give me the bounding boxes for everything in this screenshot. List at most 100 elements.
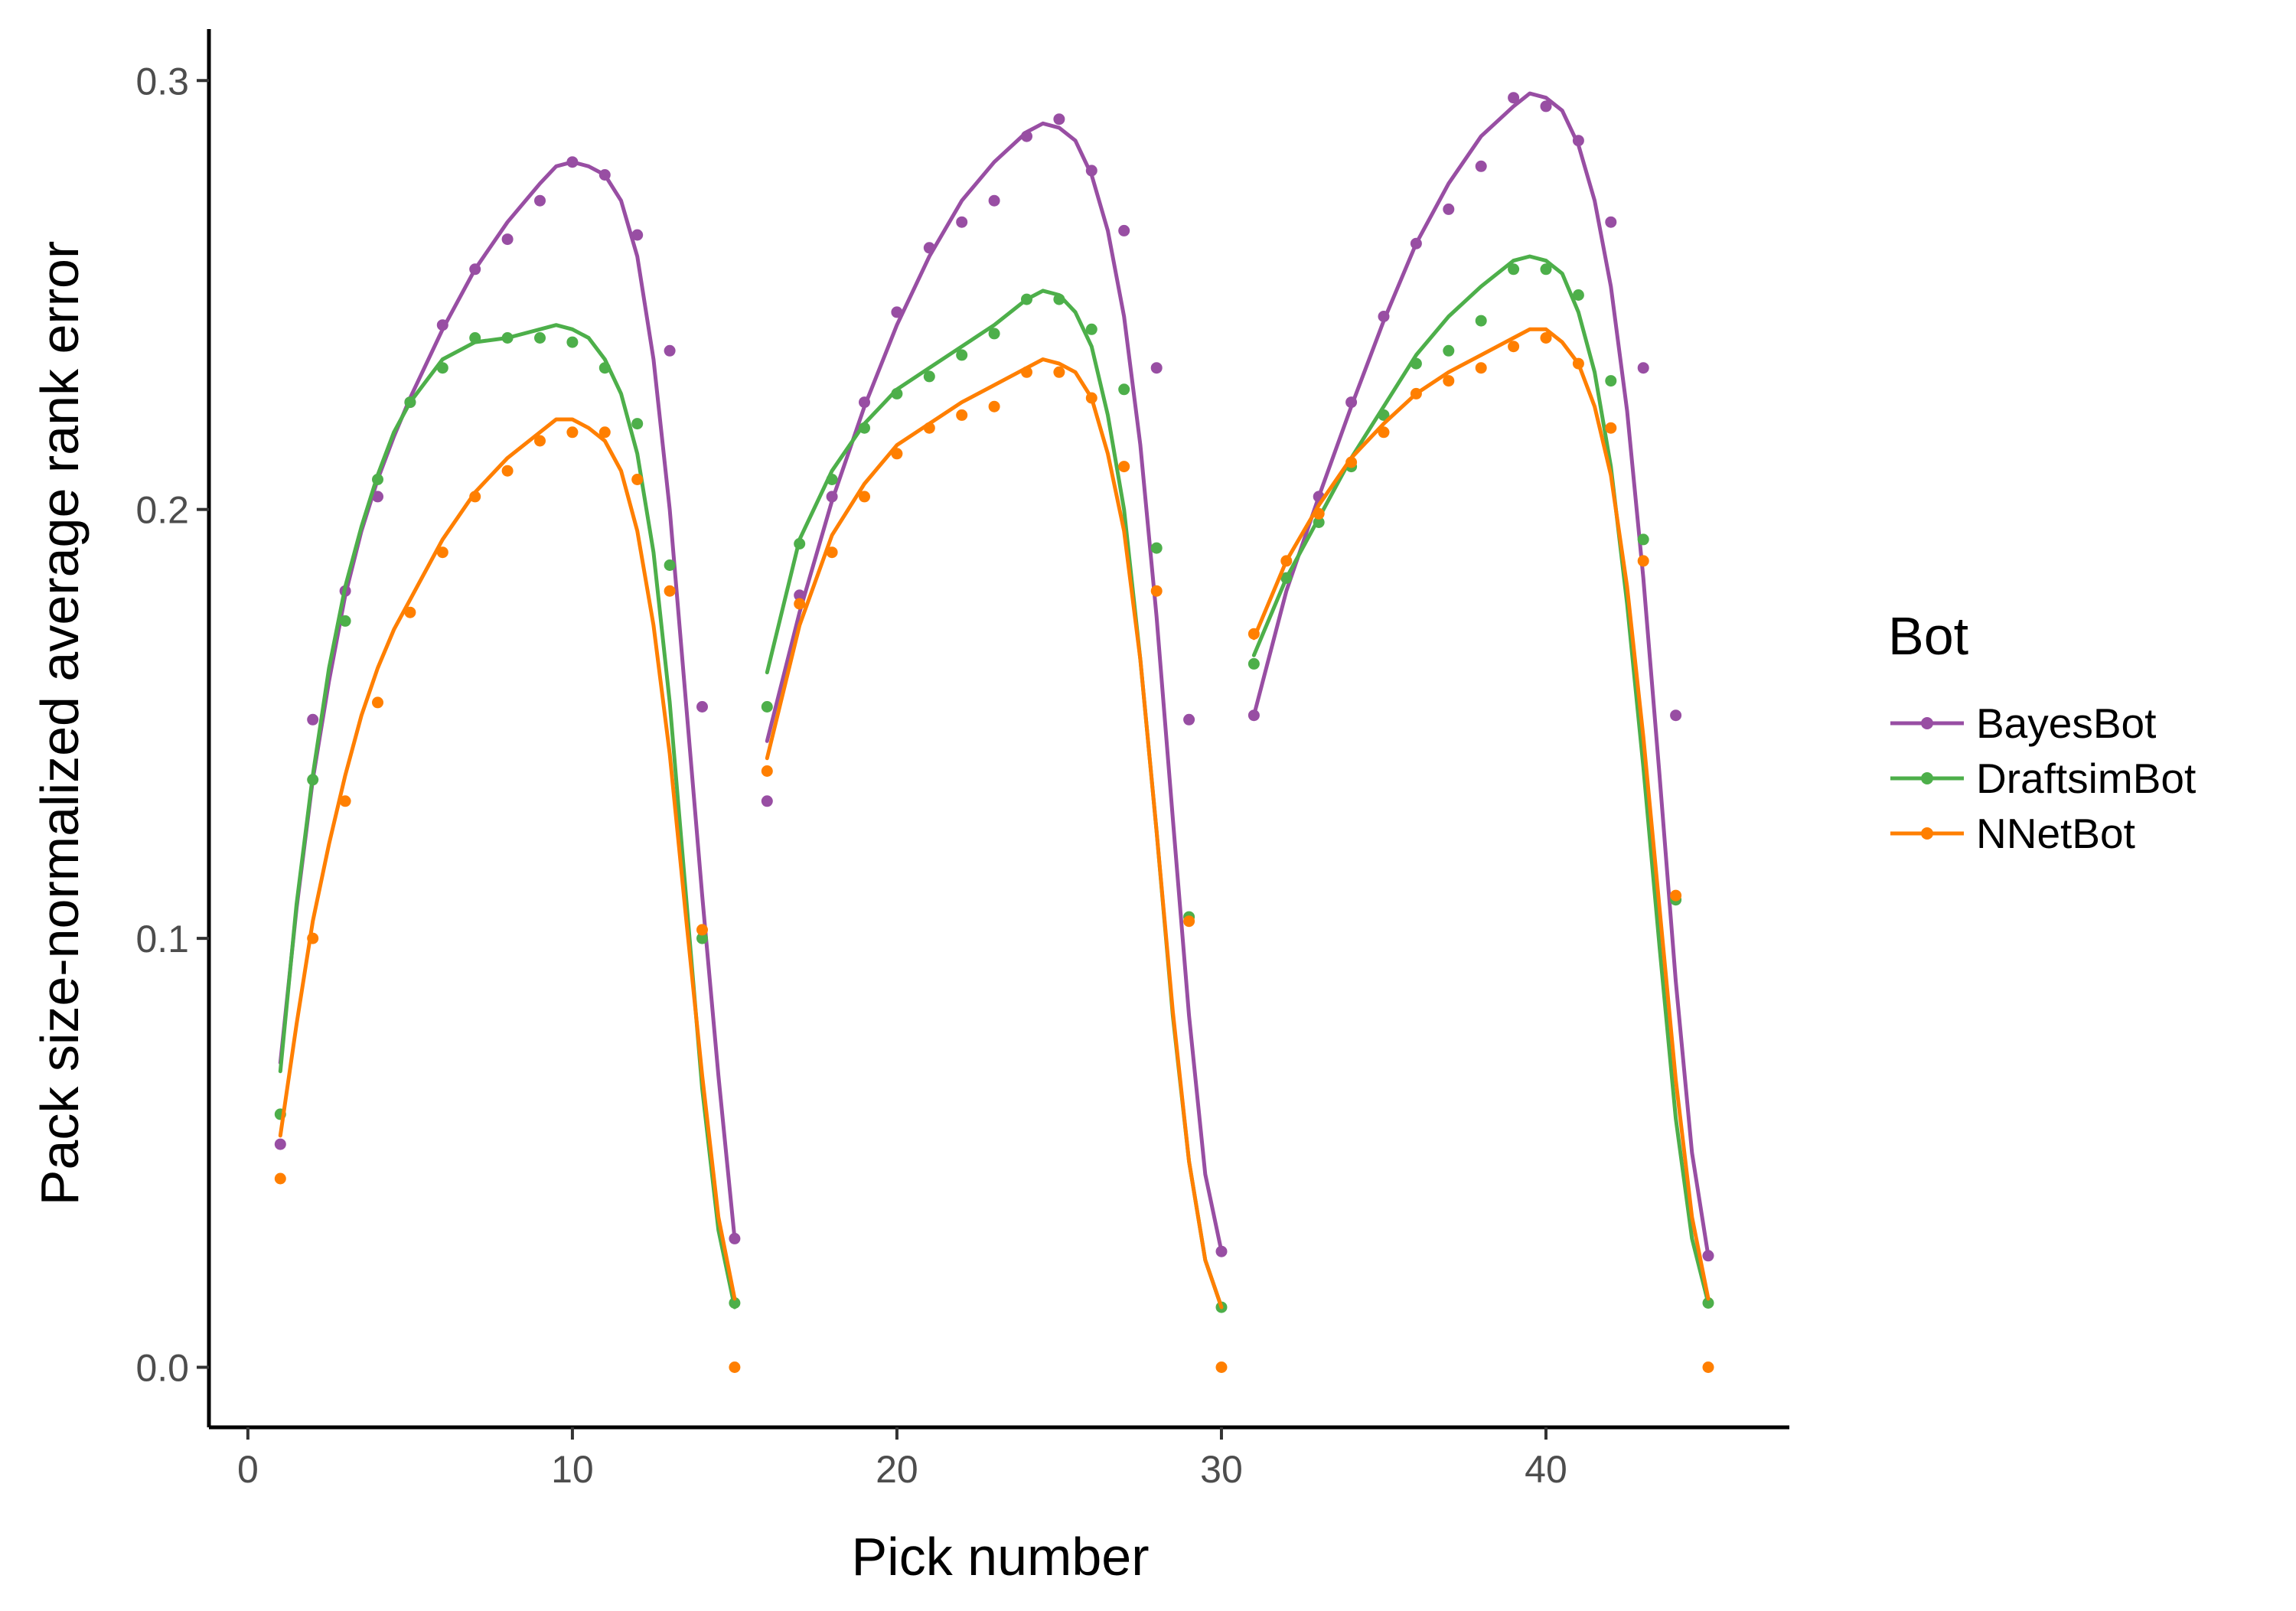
- nnetbot-point: [988, 400, 1000, 413]
- bayesbot-point: [1247, 709, 1260, 722]
- nnetbot-smooth-line-2: [765, 357, 1224, 1309]
- bayesbot-point: [372, 491, 383, 503]
- draftsimbot-point: [1410, 357, 1422, 370]
- bayesbot-smooth-line-3: [1251, 91, 1711, 1258]
- nnetbot-point: [1702, 1362, 1714, 1373]
- bayesbot-point: [859, 396, 870, 409]
- draftsimbot-point: [372, 474, 383, 485]
- draftsimbot-point: [1637, 533, 1649, 546]
- draftsimbot-point: [696, 932, 708, 944]
- nnetbot-point: [1183, 915, 1195, 928]
- draftsimbot-point: [1378, 409, 1390, 421]
- nnetbot-point: [1572, 357, 1584, 370]
- nnetbot-point: [631, 474, 644, 485]
- bayesbot-point: [1021, 130, 1032, 142]
- draftsimbot-point: [794, 538, 806, 550]
- bayesbot-point: [1410, 237, 1422, 249]
- nnetbot-point: [339, 795, 351, 807]
- legend-items: BayesBot DraftsimBot NNetBot: [1890, 700, 2196, 857]
- bayesbot-point: [1475, 160, 1487, 172]
- draftsimbot-point: [1540, 263, 1552, 276]
- nnetbot-point: [1053, 366, 1065, 378]
- y-tick-label: 0.1: [135, 918, 189, 960]
- draftsimbot-point: [923, 370, 935, 383]
- draftsimbot-point: [1475, 315, 1487, 327]
- draftsimbot-point: [598, 362, 611, 374]
- draftsimbot-point: [1053, 293, 1065, 305]
- draftsimbot-point: [1085, 323, 1097, 335]
- nnetbot-point: [1410, 387, 1422, 399]
- plot-marks: [274, 91, 1714, 1373]
- bayesbot-point: [1183, 713, 1195, 726]
- nnetbot-point: [1021, 366, 1032, 378]
- draftsimbot-point: [1150, 542, 1163, 554]
- axes: 0 10 20 30 40 0.0 0.1 0.2 0.3: [135, 29, 1789, 1491]
- nnetbot-point: [761, 765, 773, 777]
- nnetbot-point: [1345, 456, 1358, 468]
- bayesbot-point: [1053, 113, 1065, 126]
- nnetbot-point: [404, 606, 416, 618]
- nnetbot-point: [1605, 422, 1617, 434]
- draftsimbot-point: [1443, 344, 1455, 357]
- bayesbot-point: [469, 263, 481, 276]
- legend-key-point: [1921, 717, 1933, 729]
- nnetbot-point: [1118, 461, 1130, 473]
- draftsimbot-point: [1605, 375, 1617, 387]
- nnetbot-point: [1508, 341, 1520, 353]
- nnetbot-point: [469, 491, 481, 503]
- nnetbot-point: [534, 435, 546, 447]
- bayesbot-point: [826, 491, 838, 503]
- nnetbot-point: [1670, 889, 1682, 902]
- bayesbot-point: [307, 713, 319, 726]
- draftsimbot-point: [1702, 1297, 1714, 1309]
- bayesbot-point: [631, 229, 644, 241]
- nnetbot-point: [1215, 1362, 1228, 1373]
- bayesbot-point: [1345, 396, 1358, 409]
- legend-label: DraftsimBot: [1976, 755, 2196, 802]
- nnetbot-point: [1475, 362, 1487, 374]
- legend-item-bayesbot: BayesBot: [1890, 700, 2156, 747]
- bayesbot-point: [664, 344, 676, 357]
- y-ticks: 0.0 0.1 0.2 0.3: [135, 60, 209, 1390]
- draftsimbot-point: [534, 332, 546, 344]
- nnetbot-point: [664, 585, 676, 597]
- bayesbot-point: [436, 319, 448, 331]
- nnetbot-point: [1150, 585, 1163, 597]
- draftsimbot-point: [1118, 383, 1130, 396]
- bayesbot-point: [1605, 216, 1617, 228]
- bayesbot-point: [1215, 1245, 1228, 1257]
- draftsimbot-point: [436, 362, 448, 374]
- bayesbot-point: [534, 194, 546, 207]
- draftsimbot-point: [404, 396, 416, 409]
- draftsimbot-smooth-line-3: [1251, 254, 1711, 1305]
- draftsimbot-point: [664, 559, 676, 571]
- bayesbot-smooth-line-2: [765, 121, 1224, 1254]
- draftsimbot-point: [891, 387, 903, 399]
- bayesbot-point: [988, 194, 1000, 207]
- draftsimbot-point: [1021, 293, 1032, 305]
- nnetbot-point: [1313, 507, 1325, 520]
- nnetbot-point: [436, 546, 448, 559]
- legend-key-point: [1921, 772, 1933, 784]
- nnetbot-point: [1247, 628, 1260, 640]
- nnetbot-point: [1443, 375, 1455, 387]
- bayesbot-point: [501, 233, 514, 246]
- draftsimbot-point: [1508, 263, 1520, 276]
- nnetbot-point: [566, 426, 579, 439]
- nnetbot-point: [501, 465, 514, 477]
- series-bayesbot: [274, 91, 1714, 1262]
- draftsimbot-point: [1572, 289, 1584, 301]
- y-tick-label: 0.3: [135, 60, 189, 103]
- bayesbot-point: [1670, 709, 1682, 722]
- nnetbot-smooth-line-1: [278, 417, 737, 1301]
- x-tick-label: 20: [876, 1448, 918, 1491]
- legend-item-nnetbot: NNetBot: [1890, 810, 2135, 857]
- nnetbot-point: [859, 491, 870, 503]
- draftsimbot-point: [1247, 657, 1260, 670]
- nnetbot-point: [1085, 392, 1097, 404]
- bayesbot-point: [1702, 1250, 1714, 1262]
- bayesbot-point: [729, 1232, 741, 1244]
- nnetbot-point: [1378, 426, 1390, 439]
